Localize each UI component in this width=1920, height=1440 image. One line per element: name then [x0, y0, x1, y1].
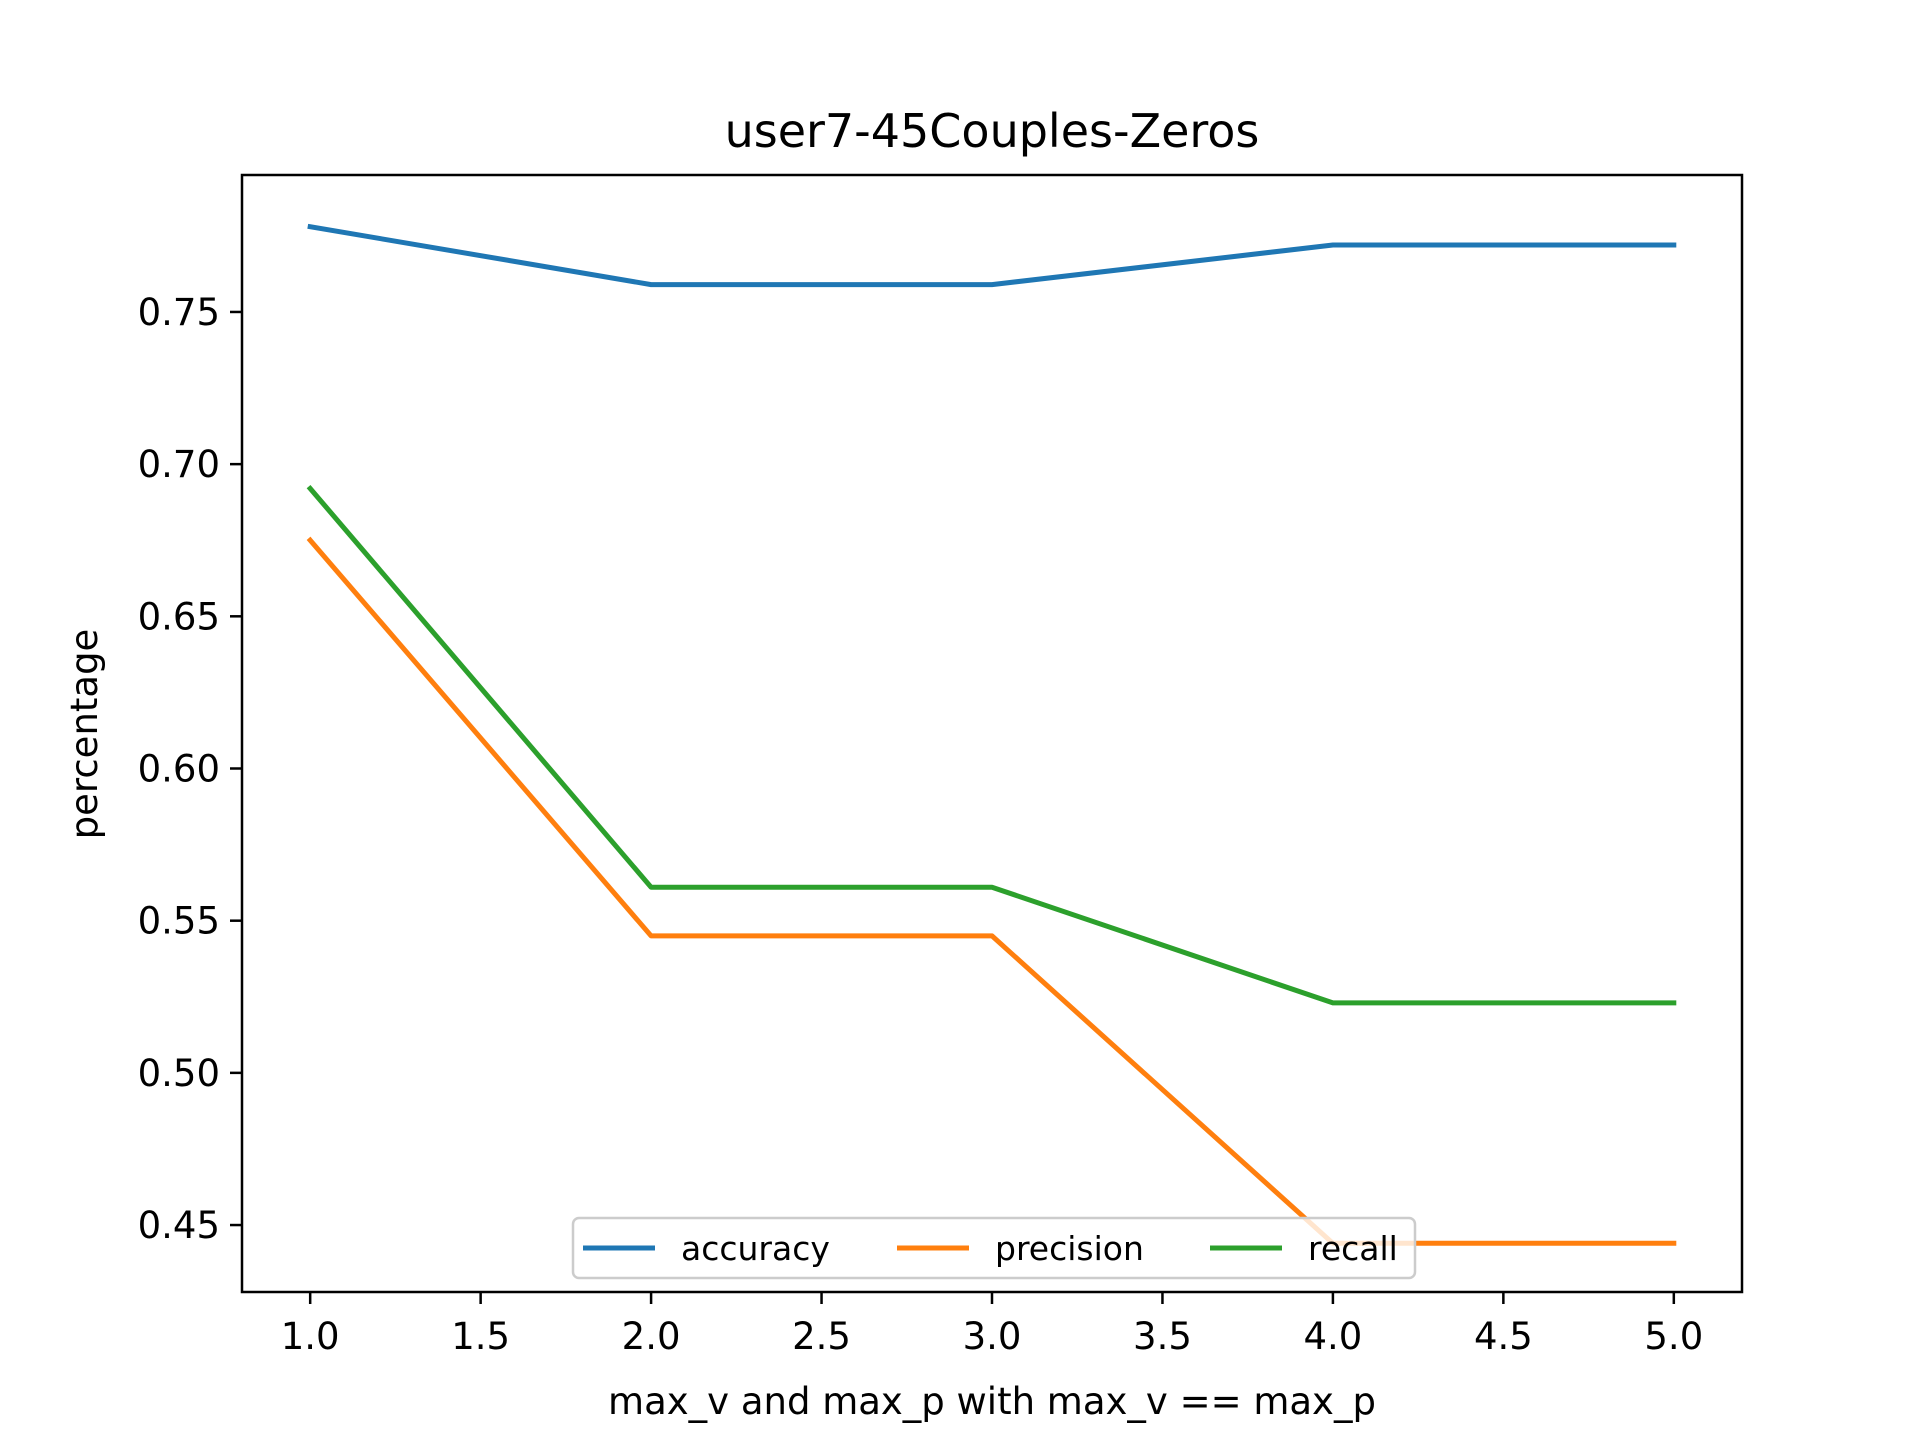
x-tick-label: 2.5: [792, 1315, 851, 1358]
x-axis-label: max_v and max_p with max_v == max_p: [608, 1380, 1376, 1423]
y-tick-label: 0.65: [138, 595, 220, 638]
y-tick-label: 0.70: [138, 443, 220, 486]
series-line-precision: [306, 536, 1677, 1246]
chart-title: user7-45Couples-Zeros: [725, 104, 1260, 158]
x-tick-label: 1.5: [451, 1315, 510, 1358]
x-tick-label: 1.0: [281, 1315, 340, 1358]
legend-label-recall: recall: [1308, 1229, 1398, 1268]
y-tick-label: 0.75: [138, 291, 220, 334]
series-line-recall: [306, 484, 1677, 1006]
series-line-accuracy: [307, 223, 1677, 288]
legend-label-accuracy: accuracy: [681, 1229, 830, 1268]
legend-box: [571, 1216, 1417, 1280]
x-tick-label: 3.5: [1133, 1315, 1192, 1358]
x-tick-label: 4.5: [1474, 1315, 1533, 1358]
x-tick-label: 3.0: [963, 1315, 1022, 1358]
y-tick-label: 0.45: [138, 1204, 220, 1247]
x-tick-label: 2.0: [622, 1315, 681, 1358]
y-tick-label: 0.55: [138, 900, 220, 943]
x-tick-label: 4.0: [1303, 1315, 1362, 1358]
y-axis-label: percentage: [63, 629, 106, 840]
y-tick-label: 0.60: [138, 748, 220, 791]
plot-area: 1.0 1.5 2.0 2.5 3.0 3.5 4.0 4.5 5.0 0.45 0.50 0.55 0…: [138, 173, 1744, 1358]
legend-label-precision: precision: [995, 1229, 1144, 1268]
x-tick-label: 5.0: [1644, 1315, 1703, 1358]
y-tick-label: 0.50: [138, 1052, 220, 1095]
